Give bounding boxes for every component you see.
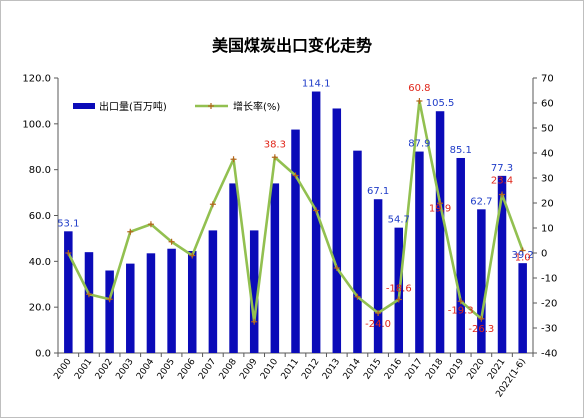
y-right-tick-label: -30 — [541, 324, 557, 335]
bar-data-label: 105.5 — [426, 98, 455, 109]
line-data-label: -18.6 — [386, 284, 412, 295]
x-tick-label: 2004 — [135, 357, 156, 382]
line-data-label: -24.0 — [365, 319, 391, 330]
bar — [270, 183, 280, 353]
y-left-tick-label: 100.0 — [22, 119, 51, 130]
bar — [291, 129, 300, 353]
y-right-tick-label: 70 — [541, 74, 554, 85]
x-tick-label: 2011 — [280, 357, 301, 381]
x-tick-label: 2008 — [218, 357, 239, 382]
x-tick-label: 2018 — [424, 357, 445, 382]
x-tick-label: 2006 — [176, 357, 197, 382]
y-right-tick-label: 0 — [541, 249, 547, 260]
x-tick-label: 2002 — [94, 357, 115, 381]
bar — [229, 183, 238, 353]
x-tick-label: 2013 — [321, 357, 342, 381]
bar-data-label: 67.1 — [367, 186, 389, 197]
line-data-label: 1.0 — [515, 253, 531, 264]
bar — [105, 270, 114, 353]
bar-data-label: 39.2 — [512, 250, 534, 261]
x-tick-label: 2001 — [73, 357, 94, 381]
bar — [415, 151, 424, 353]
x-tick-label: 2010 — [259, 357, 280, 382]
x-tick-label: 2020 — [465, 357, 486, 382]
line-data-label: 38.3 — [264, 139, 286, 150]
x-tick-label: 2014 — [342, 357, 363, 382]
bar — [64, 231, 73, 353]
y-left-tick-label: 20.0 — [29, 303, 51, 314]
bar — [353, 150, 362, 353]
y-left-tick-label: 0.0 — [35, 349, 51, 360]
bar — [373, 199, 383, 353]
line-data-label: 60.8 — [408, 83, 430, 94]
line-data-label: 23.4 — [491, 176, 513, 187]
y-right-tick-label: 50 — [541, 124, 554, 135]
x-tick-label: 2016 — [383, 357, 404, 382]
x-tick-label: 2003 — [114, 357, 135, 381]
line-data-label: -19.3 — [448, 305, 474, 316]
bar — [249, 230, 259, 353]
y-left-tick-label: 40.0 — [29, 257, 51, 268]
bar-data-label: 77.3 — [491, 163, 513, 174]
y-right-tick-label: -40 — [541, 349, 557, 360]
bar — [146, 253, 156, 353]
bar — [187, 251, 197, 353]
legend-bar-swatch — [73, 103, 95, 109]
bar — [435, 111, 445, 354]
bar — [332, 108, 342, 354]
line-data-label: 19.9 — [429, 203, 451, 214]
bar-data-label: 87.9 — [408, 139, 430, 150]
bar — [167, 248, 176, 353]
y-left-tick-label: 80.0 — [29, 165, 51, 176]
bar-data-label: 114.1 — [302, 79, 331, 90]
y-right-tick-label: 30 — [541, 174, 554, 185]
bar — [518, 263, 527, 353]
y-right-tick-label: 10 — [541, 224, 554, 235]
y-right-tick-label: 20 — [541, 199, 554, 210]
y-right-tick-label: 60 — [541, 99, 554, 110]
x-tick-label: 2000 — [52, 357, 73, 382]
bar-data-label: 62.7 — [470, 196, 492, 207]
x-tick-label: 2012 — [300, 357, 321, 381]
x-tick-label: 2019 — [445, 357, 466, 382]
y-right-tick-label: 40 — [541, 149, 554, 160]
bar — [84, 252, 94, 353]
y-left-tick-label: 120.0 — [22, 74, 51, 85]
legend-bar-label: 出口量(百万吨) — [99, 100, 167, 113]
bar — [208, 230, 218, 353]
bar — [497, 175, 507, 353]
y-right-tick-label: -10 — [541, 274, 557, 285]
y-right-tick-label: -20 — [541, 299, 557, 310]
x-tick-label: 2007 — [197, 357, 218, 381]
y-left-tick-label: 60.0 — [29, 211, 51, 222]
bar-data-label: 85.1 — [450, 145, 472, 156]
bar-data-label: 54.7 — [388, 215, 410, 226]
bar — [311, 91, 321, 353]
x-tick-label: 2009 — [238, 357, 259, 382]
x-tick-label: 2005 — [156, 357, 177, 381]
legend-line-label: 增长率(%) — [233, 100, 280, 113]
bar — [126, 263, 135, 353]
bar — [477, 209, 486, 353]
bar — [456, 157, 465, 353]
bar-data-label: 53.1 — [57, 218, 79, 229]
chart-title: 美国煤炭出口变化走势 — [211, 36, 372, 55]
x-tick-label: 2017 — [404, 357, 425, 381]
x-tick-label: 2015 — [362, 357, 383, 381]
line-data-label: -26.3 — [468, 324, 494, 335]
